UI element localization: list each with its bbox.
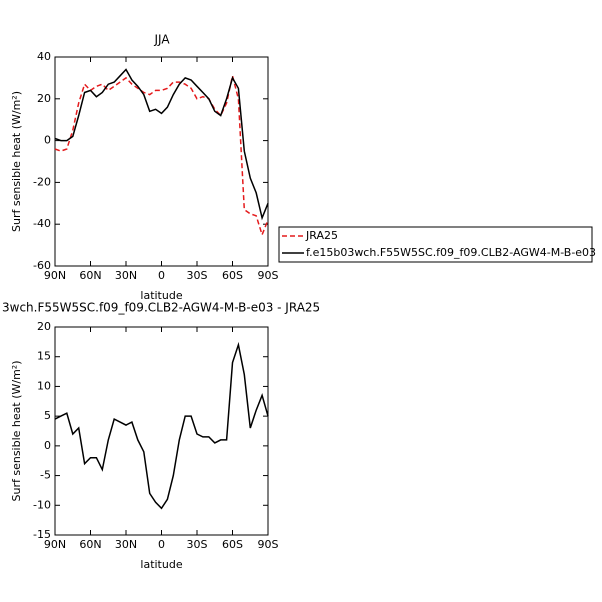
x-tick-label: 90S xyxy=(258,538,279,551)
x-tick-label: 60S xyxy=(222,269,243,282)
x-tick-label: 30N xyxy=(115,269,137,282)
y-tick-label: 5 xyxy=(44,409,51,422)
plot-frame xyxy=(54,326,269,536)
x-tick-label: 90S xyxy=(258,269,279,282)
chart-title: 3wch.F55W5SC.f09_f09.CLB2-AGW4-M-B-e03 -… xyxy=(2,301,320,315)
x-tick-label: 60S xyxy=(222,538,243,551)
y-tick-label: -10 xyxy=(33,498,51,511)
x-tick-label: 0 xyxy=(158,538,165,551)
legend-box xyxy=(278,226,593,263)
y-tick-label: -5 xyxy=(40,469,51,482)
y-tick-label: 0 xyxy=(44,439,51,452)
x-axis-label: latitude xyxy=(140,558,182,571)
y-tick-label: -20 xyxy=(33,175,51,188)
chart-title: JJA xyxy=(153,33,170,47)
y-tick-label: 20 xyxy=(37,320,51,333)
legend-label: f.e15b03wch.F55W5SC.f09_f09.CLB2-AGW4-M-… xyxy=(306,246,596,259)
y-axis-label: Surf sensible heat (W/m²) xyxy=(10,91,23,232)
data-line xyxy=(54,68,269,221)
x-tick-label: 60N xyxy=(79,538,101,551)
x-axis-label: latitude xyxy=(140,289,182,302)
y-tick-label: 40 xyxy=(37,50,51,63)
y-tick-label: -40 xyxy=(33,217,51,230)
y-tick-label: -60 xyxy=(33,259,51,272)
y-axis-label: Surf sensible heat (W/m²) xyxy=(10,361,23,502)
x-tick-label: 30S xyxy=(187,538,208,551)
legend-label: JRA25 xyxy=(305,229,338,242)
x-tick-label: 60N xyxy=(79,269,101,282)
x-tick-label: 30S xyxy=(187,269,208,282)
data-line xyxy=(54,75,269,237)
y-tick-label: -15 xyxy=(33,528,51,541)
y-tick-label: 0 xyxy=(44,134,51,147)
y-tick-label: 15 xyxy=(37,350,51,363)
data-line xyxy=(54,341,269,510)
x-tick-label: 90N xyxy=(44,269,66,282)
x-tick-label: 30N xyxy=(115,538,137,551)
x-tick-label: 90N xyxy=(44,538,66,551)
y-tick-label: 10 xyxy=(37,379,51,392)
y-tick-label: 20 xyxy=(37,92,51,105)
x-tick-label: 0 xyxy=(158,269,165,282)
